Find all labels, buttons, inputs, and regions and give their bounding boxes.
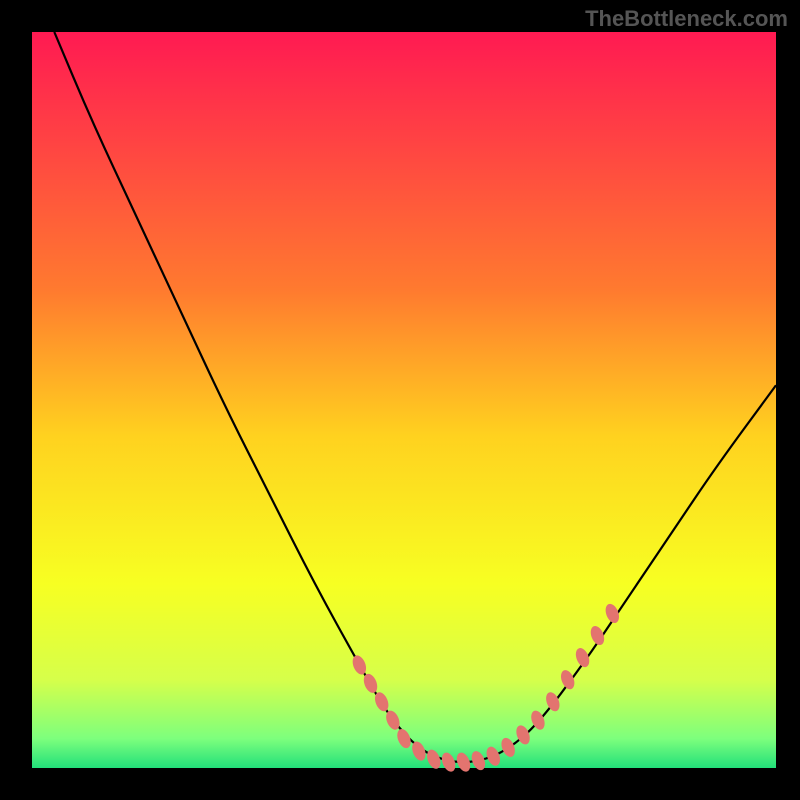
watermark-text: TheBottleneck.com [585,6,788,32]
chart-container: TheBottleneck.com [0,0,800,800]
bottleneck-curve-chart [0,0,800,800]
